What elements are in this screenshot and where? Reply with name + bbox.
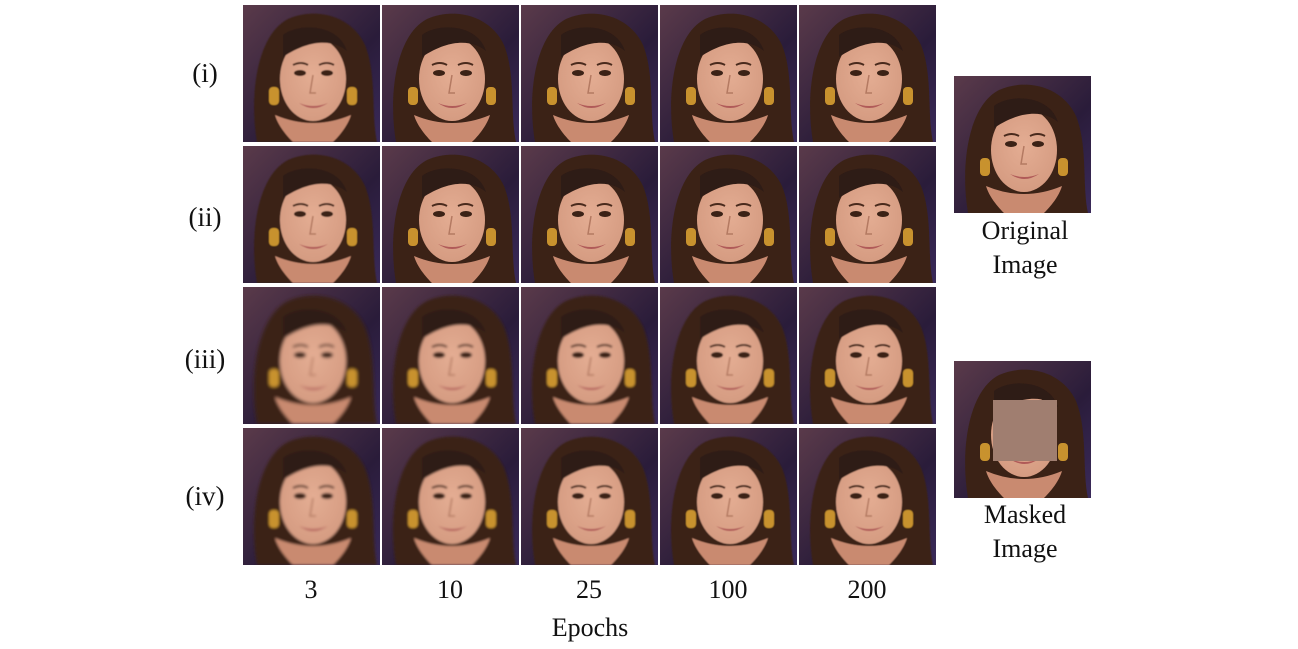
face-tile-row-ii-epoch-25 (521, 146, 658, 283)
face-tile-row-i-epoch-3 (243, 5, 380, 142)
face-tile-row-ii-epoch-100 (660, 146, 797, 283)
masked-caption-line2: Image (992, 534, 1058, 563)
face-tile-row-iii-epoch-200 (799, 287, 936, 424)
masked-caption-line1: Masked (983, 500, 1067, 529)
face-tile-row-iii-epoch-10 (382, 287, 519, 424)
epoch-label-25: 25 (576, 575, 602, 604)
masked-image (954, 361, 1091, 498)
face-tile-row-iv-epoch-10 (382, 428, 519, 565)
face-tile-row-iii-epoch-3 (243, 287, 380, 424)
face-tile-row-i-epoch-10 (382, 5, 519, 142)
face-tile-row-iii-epoch-100 (660, 287, 797, 424)
face-tile-row-ii-epoch-3 (243, 146, 380, 283)
face-tile-row-iv-epoch-25 (521, 428, 658, 565)
original-image (954, 76, 1091, 213)
face-tile-row-iv-epoch-200 (799, 428, 936, 565)
epoch-label-3: 3 (304, 575, 318, 604)
face-tile-row-ii-epoch-10 (382, 146, 519, 283)
row-label-iv: (iv) (185, 481, 225, 511)
original-caption-line2: Image (992, 250, 1058, 279)
row-label-ii: (ii) (188, 202, 222, 232)
row-label-i: (i) (192, 58, 218, 88)
original-caption: Original Image (950, 214, 1100, 282)
mask-square (993, 400, 1057, 461)
face-tile-row-iv-epoch-3 (243, 428, 380, 565)
face-tile-row-i-epoch-25 (521, 5, 658, 142)
face-tile-row-i-epoch-100 (660, 5, 797, 142)
epoch-label-200: 200 (847, 575, 887, 604)
original-caption-line1: Original (981, 216, 1069, 245)
face-tile-row-iv-epoch-100 (660, 428, 797, 565)
epoch-label-10: 10 (437, 575, 463, 604)
face-tile-row-i-epoch-200 (799, 5, 936, 142)
face-tile-row-ii-epoch-200 (799, 146, 936, 283)
masked-caption: Masked Image (950, 498, 1100, 566)
face-tile-row-iii-epoch-25 (521, 287, 658, 424)
epoch-label-100: 100 (708, 575, 748, 604)
epochs-axis-title: Epochs (551, 613, 629, 642)
row-label-iii: (iii) (184, 344, 226, 374)
